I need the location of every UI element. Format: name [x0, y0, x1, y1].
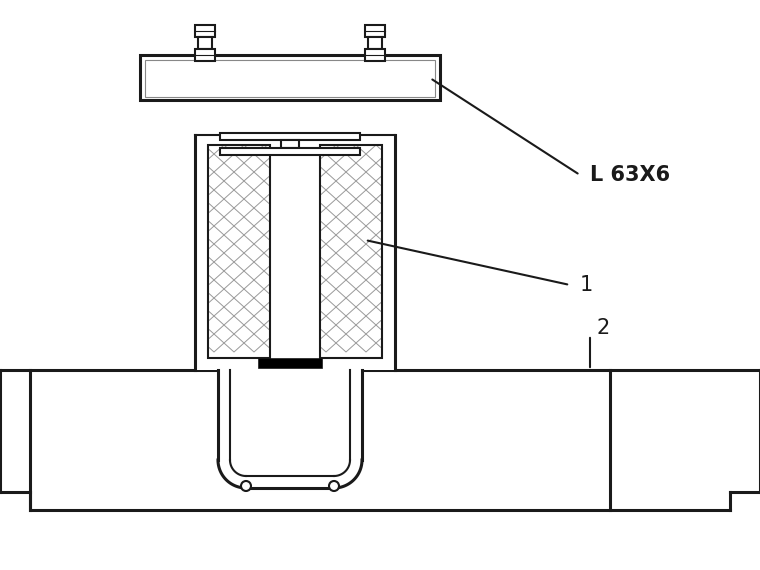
- Circle shape: [241, 481, 251, 491]
- Bar: [320, 145, 382, 358]
- Text: 2: 2: [597, 318, 610, 338]
- Circle shape: [329, 481, 339, 491]
- Bar: [220, 148, 360, 155]
- Bar: [258, 358, 322, 368]
- Bar: [0, 370, 30, 492]
- Bar: [140, 55, 440, 100]
- Bar: [195, 49, 215, 61]
- Bar: [365, 25, 385, 37]
- Bar: [198, 37, 212, 49]
- Bar: [195, 25, 215, 37]
- Text: 1: 1: [580, 275, 594, 295]
- Bar: [208, 145, 270, 358]
- Bar: [220, 133, 360, 140]
- Bar: [320, 145, 382, 358]
- Bar: [281, 140, 299, 148]
- Bar: [365, 49, 385, 61]
- Text: L 63X6: L 63X6: [590, 165, 670, 185]
- Bar: [218, 370, 362, 488]
- Bar: [195, 135, 395, 370]
- Bar: [208, 145, 270, 358]
- Bar: [30, 370, 610, 510]
- Bar: [30, 370, 610, 510]
- Bar: [610, 370, 760, 492]
- Bar: [145, 60, 435, 97]
- Bar: [368, 37, 382, 49]
